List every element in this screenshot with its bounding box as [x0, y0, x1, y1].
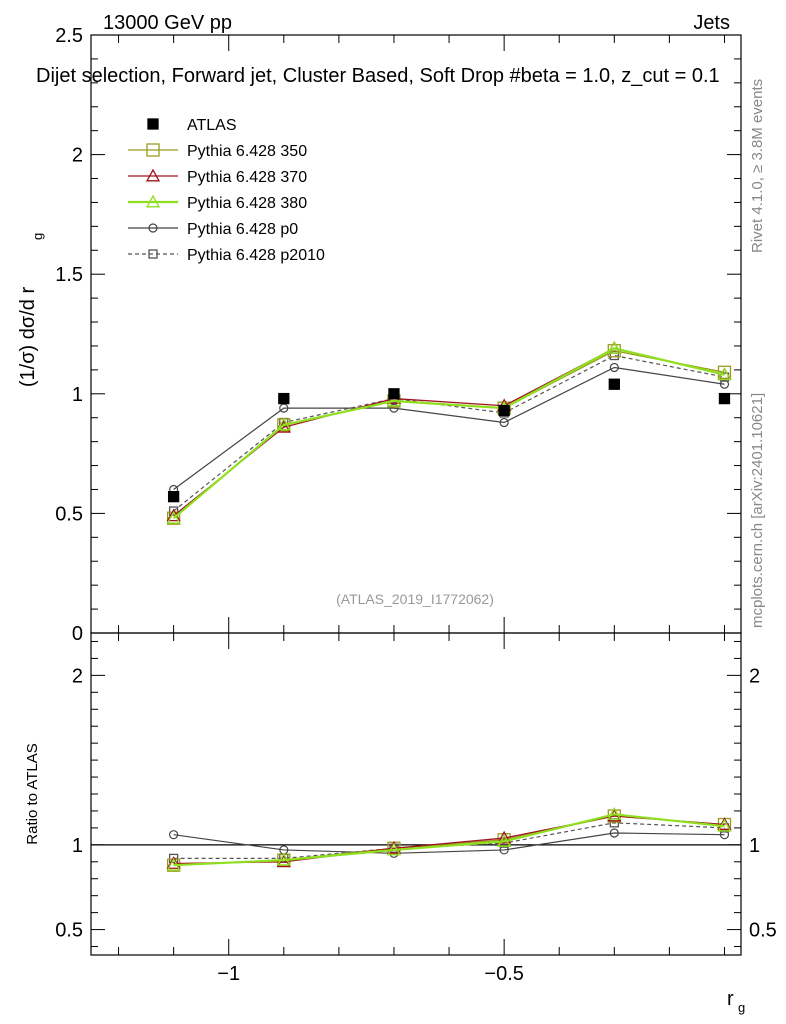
ratio-series	[166, 806, 732, 872]
legend: ATLAS Pythia 6.428 350 Pythia 6.428 370 Pyt…	[128, 117, 325, 264]
legend-marker-atlas	[147, 118, 159, 130]
category-label: Jets	[693, 12, 730, 34]
point-atlas	[388, 388, 400, 400]
point-p380	[717, 367, 732, 381]
main-x-ticks	[118, 35, 725, 633]
main-series	[166, 341, 732, 525]
point-p2010	[168, 853, 179, 864]
legend-label-p0: Pythia 6.428 p0	[187, 221, 298, 238]
ratio-y-tick-label: 0.5	[55, 920, 83, 942]
point-p370	[497, 830, 512, 844]
ratio-y-tick-label-right: 1	[749, 835, 760, 857]
main-y-tick-label: 2.5	[55, 25, 83, 47]
main-y-tick-label: 0	[72, 623, 83, 645]
point-p0	[169, 830, 179, 840]
point-p0	[499, 417, 509, 428]
point-atlas	[718, 392, 731, 405]
ratio-y-label: Ratio to ATLAS	[24, 743, 41, 844]
main-y-label-sub: g	[30, 233, 45, 240]
point-atlas	[608, 378, 620, 390]
point-p380	[166, 857, 181, 871]
ratio-y-axis: 0.5 0.5 1 1 2 2	[55, 640, 777, 948]
ratio-y-tick-label-right: 2	[749, 665, 760, 687]
point-p380	[607, 341, 622, 354]
legend-label-p2010: Pythia 6.428 p2010	[187, 247, 325, 264]
energy-label: 13000 GeV pp	[103, 12, 232, 34]
point-p370	[166, 856, 181, 869]
legend-label-atlas: ATLAS	[187, 117, 237, 134]
main-y-axis: 0 0.5 1 1.5 2 2.5	[55, 25, 741, 645]
legend-marker-p350	[146, 143, 160, 157]
mcplots-label: mcplots.cern.ch [arXiv:2401.10621]	[749, 393, 766, 628]
series-line-p380	[173, 813, 725, 867]
selection-title: Dijet selection, Forward jet, Cluster Ba…	[36, 65, 720, 87]
legend-marker-p380	[145, 194, 161, 208]
legend-marker-p370	[145, 168, 161, 182]
series-line-p380	[172, 347, 725, 520]
main-y-label-text: (1/σ) dσ/d r	[17, 287, 39, 388]
point-p380	[276, 852, 291, 866]
ratio-x-axis: −1 −0.5	[118, 633, 725, 985]
legend-label-p350: Pythia 6.428 350	[187, 143, 307, 160]
ratio-panel: 0.5 0.5 1 1 2 2 −1 −0.5 Ratio to ATLAS	[24, 632, 777, 985]
x-axis-label-sub: g	[738, 1000, 745, 1015]
legend-marker-p0	[148, 223, 158, 233]
point-p380	[276, 417, 291, 431]
series-line-p370	[173, 815, 725, 865]
point-p380	[166, 510, 181, 524]
point-atlas	[167, 491, 180, 503]
point-p0	[609, 362, 619, 373]
x-axis-label: r	[727, 988, 734, 1010]
ratio-y-tick-label: 1	[72, 835, 83, 857]
point-p2010	[609, 350, 619, 361]
main-y-tick-label: 0.5	[55, 503, 83, 525]
main-y-label: (1/σ) dσ/d r g	[17, 233, 45, 387]
point-p370	[386, 840, 402, 854]
main-y-tick-label: 1.5	[55, 264, 83, 286]
point-p0	[719, 379, 730, 389]
legend-label-p370: Pythia 6.428 370	[187, 169, 307, 186]
series-line-p2010	[173, 354, 725, 512]
legend-label-p380: Pythia 6.428 380	[187, 195, 307, 212]
ratio-y-tick-label: 2	[72, 665, 83, 687]
series-line-p0	[173, 366, 725, 490]
series-line-p0	[173, 832, 725, 854]
point-p380	[386, 393, 402, 407]
rivet-label: Rivet 4.1.0, ≥ 3.8M events	[749, 79, 766, 253]
x-tick-label: −1	[217, 963, 240, 985]
point-p380	[497, 834, 512, 847]
point-p0	[389, 403, 399, 413]
legend-marker-p2010	[148, 249, 158, 259]
x-tick-label: −0.5	[484, 963, 523, 985]
point-atlas	[498, 404, 510, 417]
point-p380	[607, 806, 622, 820]
point-p0	[609, 828, 619, 838]
main-y-tick-label: 2	[72, 145, 83, 167]
point-p380	[386, 842, 402, 856]
analysis-id: (ATLAS_2019_I1772062)	[336, 591, 494, 607]
point-p370	[717, 817, 732, 830]
point-p380	[717, 818, 732, 832]
main-y-tick-label: 1	[72, 384, 83, 406]
main-panel: 0 0.5 1 1.5 2 2.5 (ATLAS_2019_I1772062) (1/σ)…	[17, 25, 742, 645]
point-atlas	[278, 392, 290, 405]
ratio-y-tick-label-right: 0.5	[749, 920, 777, 942]
